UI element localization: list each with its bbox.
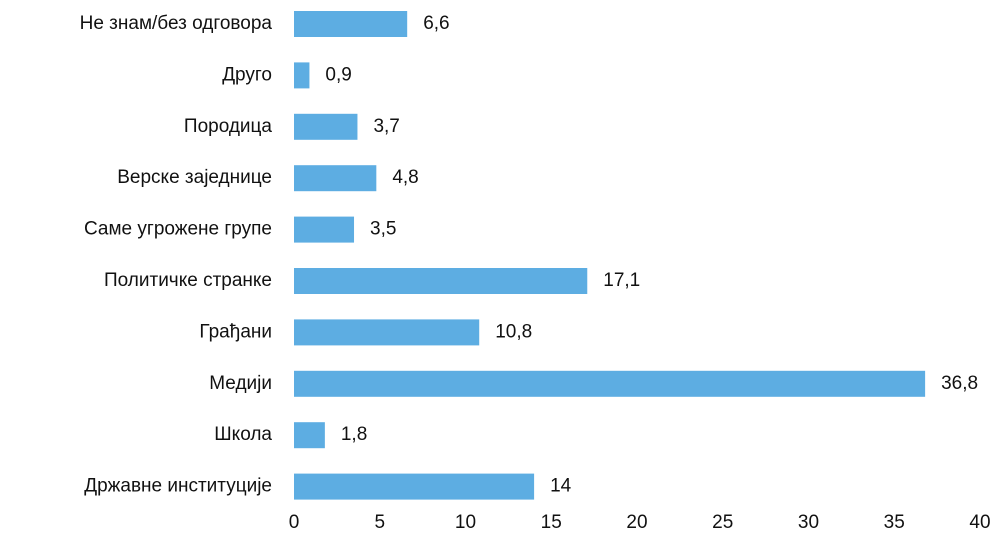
x-tick-label: 40 [969,512,990,533]
category-label: Школа [214,424,272,445]
bar [294,319,480,346]
category-label: Верске заједнице [117,167,272,188]
category-label: Саме угрожене групе [84,219,272,240]
category-label: Породица [184,116,273,137]
bar [294,165,377,192]
category-label: Друго [222,64,272,85]
x-tick-label: 5 [374,512,385,533]
value-label: 1,8 [341,424,367,445]
category-label: Грађани [199,321,272,342]
category-label: Политичке странке [104,270,272,291]
category-label: Не знам/без одговора [80,13,273,34]
value-label: 14 [550,476,572,497]
x-tick-label: 20 [626,512,647,533]
value-label: 10,8 [495,321,532,342]
value-label: 36,8 [941,373,978,394]
x-tick-label: 10 [455,512,476,533]
bar [294,11,408,37]
x-tick-label: 30 [798,512,819,533]
category-label: Државне институције [84,476,272,497]
x-tick-label: 25 [712,512,733,533]
bar [294,473,535,500]
bar [294,268,588,294]
bar [294,370,926,397]
value-label: 0,9 [325,64,351,85]
bar [294,422,325,449]
value-label: 17,1 [603,270,640,291]
bar [294,62,310,89]
bar [294,216,355,243]
category-label: Медији [209,373,272,394]
x-tick-label: 35 [884,512,905,533]
value-label: 4,8 [392,167,418,188]
bar [294,113,358,140]
x-tick-label: 0 [289,512,300,533]
x-tick-label: 15 [541,512,562,533]
value-label: 3,7 [373,116,399,137]
value-label: 6,6 [423,13,449,34]
value-label: 3,5 [370,219,396,240]
